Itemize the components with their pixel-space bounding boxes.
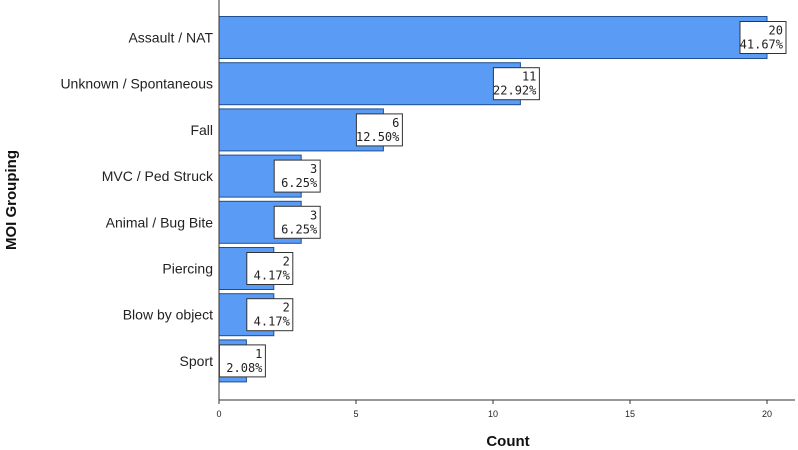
data-label-count: 20 — [769, 24, 783, 38]
data-label-count: 3 — [310, 162, 317, 176]
x-tick-label: 10 — [488, 409, 498, 419]
data-label-count: 6 — [392, 116, 399, 130]
data-label-box — [355, 113, 403, 147]
x-tick-label: 0 — [216, 409, 221, 419]
data-label-percent: 12.50% — [356, 130, 400, 144]
data-label-box — [273, 159, 321, 193]
bar-assault-nat — [218, 16, 768, 59]
data-label-count: 3 — [310, 208, 317, 222]
data-label-box — [218, 344, 266, 378]
x-tick-label: 5 — [353, 409, 358, 419]
category-label-blow-by-object: Blow by object — [123, 307, 213, 323]
data-label-mvc-ped-struck: 36.25% — [273, 159, 321, 193]
category-label-fall: Fall — [190, 122, 213, 138]
bar-unknown-spontaneous — [218, 62, 521, 106]
data-label-percent: 4.17% — [254, 269, 291, 283]
category-labels-layer: Assault / NAT Unknown / Spontaneous Fall MV… — [60, 30, 214, 369]
x-ticks-layer: 0 5 10 15 20 — [216, 400, 772, 419]
data-label-percent: 22.92% — [493, 84, 537, 98]
data-label-box — [273, 205, 321, 239]
data-label-sport: 12.08% — [218, 344, 266, 378]
category-label-unknown-spontaneous: Unknown / Spontaneous — [60, 76, 213, 92]
data-label-piercing: 24.17% — [246, 252, 294, 285]
data-label-percent: 41.67% — [740, 38, 784, 52]
category-label-mvc-ped-struck: MVC / Ped Struck — [102, 168, 214, 184]
data-label-percent: 2.08% — [226, 361, 263, 375]
category-label-assault-nat: Assault / NAT — [128, 30, 213, 46]
data-label-count: 2 — [283, 301, 290, 315]
data-label-fall: 612.50% — [355, 113, 403, 147]
data-label-count: 2 — [283, 255, 290, 269]
category-label-piercing: Piercing — [162, 261, 213, 277]
data-labels-layer: 2041.67%1122.92%612.50%36.25%36.25%24.17… — [218, 21, 787, 378]
data-label-box — [246, 252, 294, 285]
data-label-box — [246, 298, 294, 332]
data-label-count: 1 — [255, 347, 262, 361]
data-label-animal-bug-bite: 36.25% — [273, 205, 321, 239]
data-label-box — [492, 67, 540, 101]
category-label-animal-bug-bite: Animal / Bug Bite — [106, 214, 214, 230]
data-label-percent: 4.17% — [254, 315, 291, 329]
data-label-box — [739, 21, 787, 54]
x-axis-title: Count — [486, 433, 529, 450]
data-label-percent: 6.25% — [281, 176, 318, 190]
data-label-percent: 6.25% — [281, 222, 318, 236]
x-tick-label: 15 — [625, 409, 635, 419]
category-label-sport: Sport — [180, 353, 214, 369]
data-label-count: 11 — [522, 70, 536, 84]
y-axis-title: MOI Grouping — [3, 150, 20, 250]
data-label-blow-by-object: 24.17% — [246, 298, 294, 332]
x-tick-label: 20 — [762, 409, 772, 419]
